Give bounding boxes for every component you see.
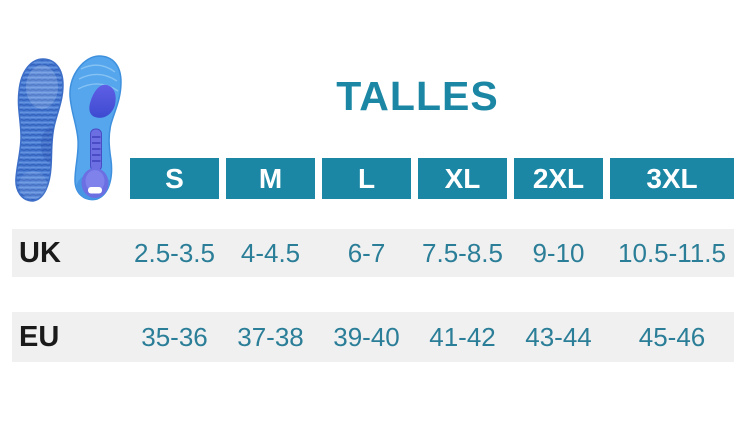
- eu-value-l: 39-40: [333, 321, 400, 352]
- uk-value-m: 4-4.5: [240, 237, 301, 268]
- uk-value-xl: 7.5-8.5: [422, 237, 503, 268]
- size-header-xl: XL: [418, 158, 507, 199]
- eu-value-s: 35-36: [141, 321, 208, 352]
- eu-value-2xl: 43-44: [525, 321, 592, 352]
- left-insole-bottom-view: [15, 58, 64, 202]
- page-title: TALLES: [336, 73, 499, 119]
- table-row-eu: EU 35-36 37-38 39-40 41-42 43-44 45-46: [12, 312, 734, 362]
- size-header-m: M: [226, 158, 315, 199]
- eu-row-label: EU: [19, 320, 60, 353]
- size-header-s: S: [130, 158, 219, 199]
- insoles-product-image: [6, 48, 134, 214]
- uk-value-l: 6-7: [347, 237, 386, 268]
- size-header-2xl: 2XL: [514, 158, 603, 199]
- uk-value-3xl: 10.5-11.5: [618, 237, 726, 268]
- size-header-row: S M L XL 2XL 3XL: [130, 158, 734, 199]
- uk-value-2xl: 9-10: [532, 237, 585, 268]
- uk-value-s: 2.5-3.5: [134, 237, 215, 268]
- uk-row-label: UK: [19, 236, 61, 269]
- table-row-uk: UK 2.5-3.5 4-4.5 6-7 7.5-8.5 9-10 10.5-1…: [12, 229, 734, 277]
- heel-logo-label: [88, 187, 102, 194]
- eu-value-xl: 41-42: [429, 321, 496, 352]
- eu-value-m: 37-38: [237, 321, 304, 352]
- arch-pad: [89, 84, 116, 118]
- right-insole-top-view: [69, 55, 122, 201]
- size-header-3xl: 3XL: [610, 158, 734, 199]
- eu-value-3xl: 45-46: [638, 321, 706, 352]
- insoles-illustration: [15, 55, 122, 202]
- size-header-l: L: [322, 158, 411, 199]
